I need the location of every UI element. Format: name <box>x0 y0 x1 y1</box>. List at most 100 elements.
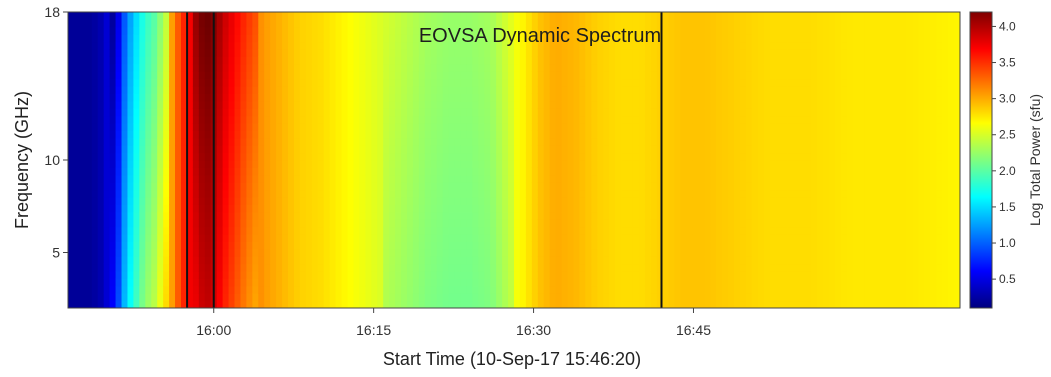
heatmap-cell <box>472 197 479 205</box>
heatmap-cell <box>686 123 693 131</box>
heatmap-cell <box>234 123 242 131</box>
heatmap-cell <box>787 115 795 124</box>
heatmap-cell <box>496 100 503 109</box>
heatmap-cell <box>365 182 372 191</box>
heatmap-cell <box>109 285 117 294</box>
heatmap-cell <box>775 182 783 191</box>
heatmap-cell <box>692 278 699 287</box>
heatmap-cell <box>650 204 658 213</box>
heatmap-cell <box>79 123 87 131</box>
heatmap-cell <box>353 78 360 87</box>
heatmap-cell <box>412 293 420 302</box>
heatmap-cell <box>192 12 200 20</box>
heatmap-cell <box>692 285 699 294</box>
heatmap-cell <box>270 115 277 124</box>
heatmap-cell <box>668 278 676 287</box>
heatmap-cell <box>704 137 711 146</box>
heatmap-cell <box>680 189 688 198</box>
heatmap-cell <box>228 152 236 161</box>
heatmap-cell <box>508 130 515 139</box>
heatmap-cell <box>347 300 355 308</box>
heatmap-cell <box>311 256 319 265</box>
heatmap-cell <box>121 226 129 235</box>
heatmap-cell <box>573 241 581 250</box>
heatmap-cell <box>543 211 551 220</box>
heatmap-cell <box>412 189 420 198</box>
heatmap-cell <box>484 56 491 65</box>
heatmap-cell <box>549 93 557 102</box>
heatmap-cell <box>609 108 616 117</box>
heatmap-cell <box>543 263 551 272</box>
heatmap-cell <box>329 34 337 43</box>
heatmap-cell <box>626 34 634 43</box>
heatmap-cell <box>222 204 230 213</box>
heatmap-cell <box>91 100 99 109</box>
heatmap-cell <box>674 130 682 139</box>
heatmap-cell <box>508 19 515 28</box>
heatmap-cell <box>763 241 771 250</box>
heatmap-cell <box>793 19 801 28</box>
heatmap-cell <box>525 49 533 57</box>
heatmap-cell <box>519 93 527 102</box>
heatmap-cell <box>597 300 604 308</box>
heatmap-cell <box>531 197 539 205</box>
heatmap-cell <box>145 115 152 124</box>
heatmap-cell <box>638 293 646 302</box>
heatmap-cell <box>621 19 628 28</box>
heatmap-cell <box>389 197 396 205</box>
heatmap-cell <box>531 145 539 154</box>
heatmap-cell <box>383 26 390 35</box>
heatmap-cell <box>139 137 146 146</box>
heatmap-cell <box>163 152 170 161</box>
heatmap-cell <box>282 12 289 20</box>
heatmap-cell <box>169 285 176 294</box>
heatmap-cell <box>240 263 247 272</box>
heatmap-cell <box>282 115 289 124</box>
heatmap-cell <box>246 12 253 20</box>
heatmap-cell <box>502 271 509 279</box>
heatmap-cell <box>258 197 265 205</box>
heatmap-cell <box>157 219 164 228</box>
heatmap-cell <box>258 108 265 117</box>
heatmap-cell <box>716 285 723 294</box>
heatmap-cell <box>650 130 658 139</box>
heatmap-cell <box>555 189 563 198</box>
heatmap-cell <box>680 160 688 168</box>
heatmap-cell <box>163 241 170 250</box>
heatmap-cell <box>175 93 182 102</box>
heatmap-cell <box>638 278 646 287</box>
heatmap-cell <box>73 197 81 205</box>
heatmap-cell <box>371 248 378 257</box>
heatmap-cell <box>555 182 563 191</box>
heatmap-cell <box>537 93 545 102</box>
heatmap-cell <box>258 219 265 228</box>
heatmap-cell <box>395 63 402 72</box>
heatmap-cell <box>288 182 295 191</box>
heatmap-cell <box>204 12 212 20</box>
heatmap-cell <box>246 256 253 265</box>
heatmap-cell <box>91 152 99 161</box>
heatmap-cell <box>686 300 693 308</box>
heatmap-cell <box>430 115 438 124</box>
heatmap-cell <box>293 226 301 235</box>
heatmap-cell <box>85 248 93 257</box>
heatmap-cell <box>573 86 581 94</box>
heatmap-cell <box>621 63 628 72</box>
heatmap-cell <box>151 93 158 102</box>
heatmap-cell <box>525 263 533 272</box>
heatmap-cell <box>638 234 646 242</box>
heatmap-cell <box>395 285 402 294</box>
heatmap-cell <box>638 93 646 102</box>
heatmap-cell <box>151 204 158 213</box>
heatmap-cell <box>204 271 212 279</box>
heatmap-cell <box>722 204 729 213</box>
heatmap-cell <box>805 278 812 287</box>
heatmap-cell <box>436 263 444 272</box>
heatmap-cell <box>145 130 152 139</box>
heatmap-cell <box>543 63 551 72</box>
heatmap-cell <box>204 56 212 65</box>
heatmap-cell <box>311 167 319 176</box>
heatmap-cell <box>722 56 729 65</box>
heatmap-cell <box>317 49 325 57</box>
heatmap-cell <box>228 271 236 279</box>
